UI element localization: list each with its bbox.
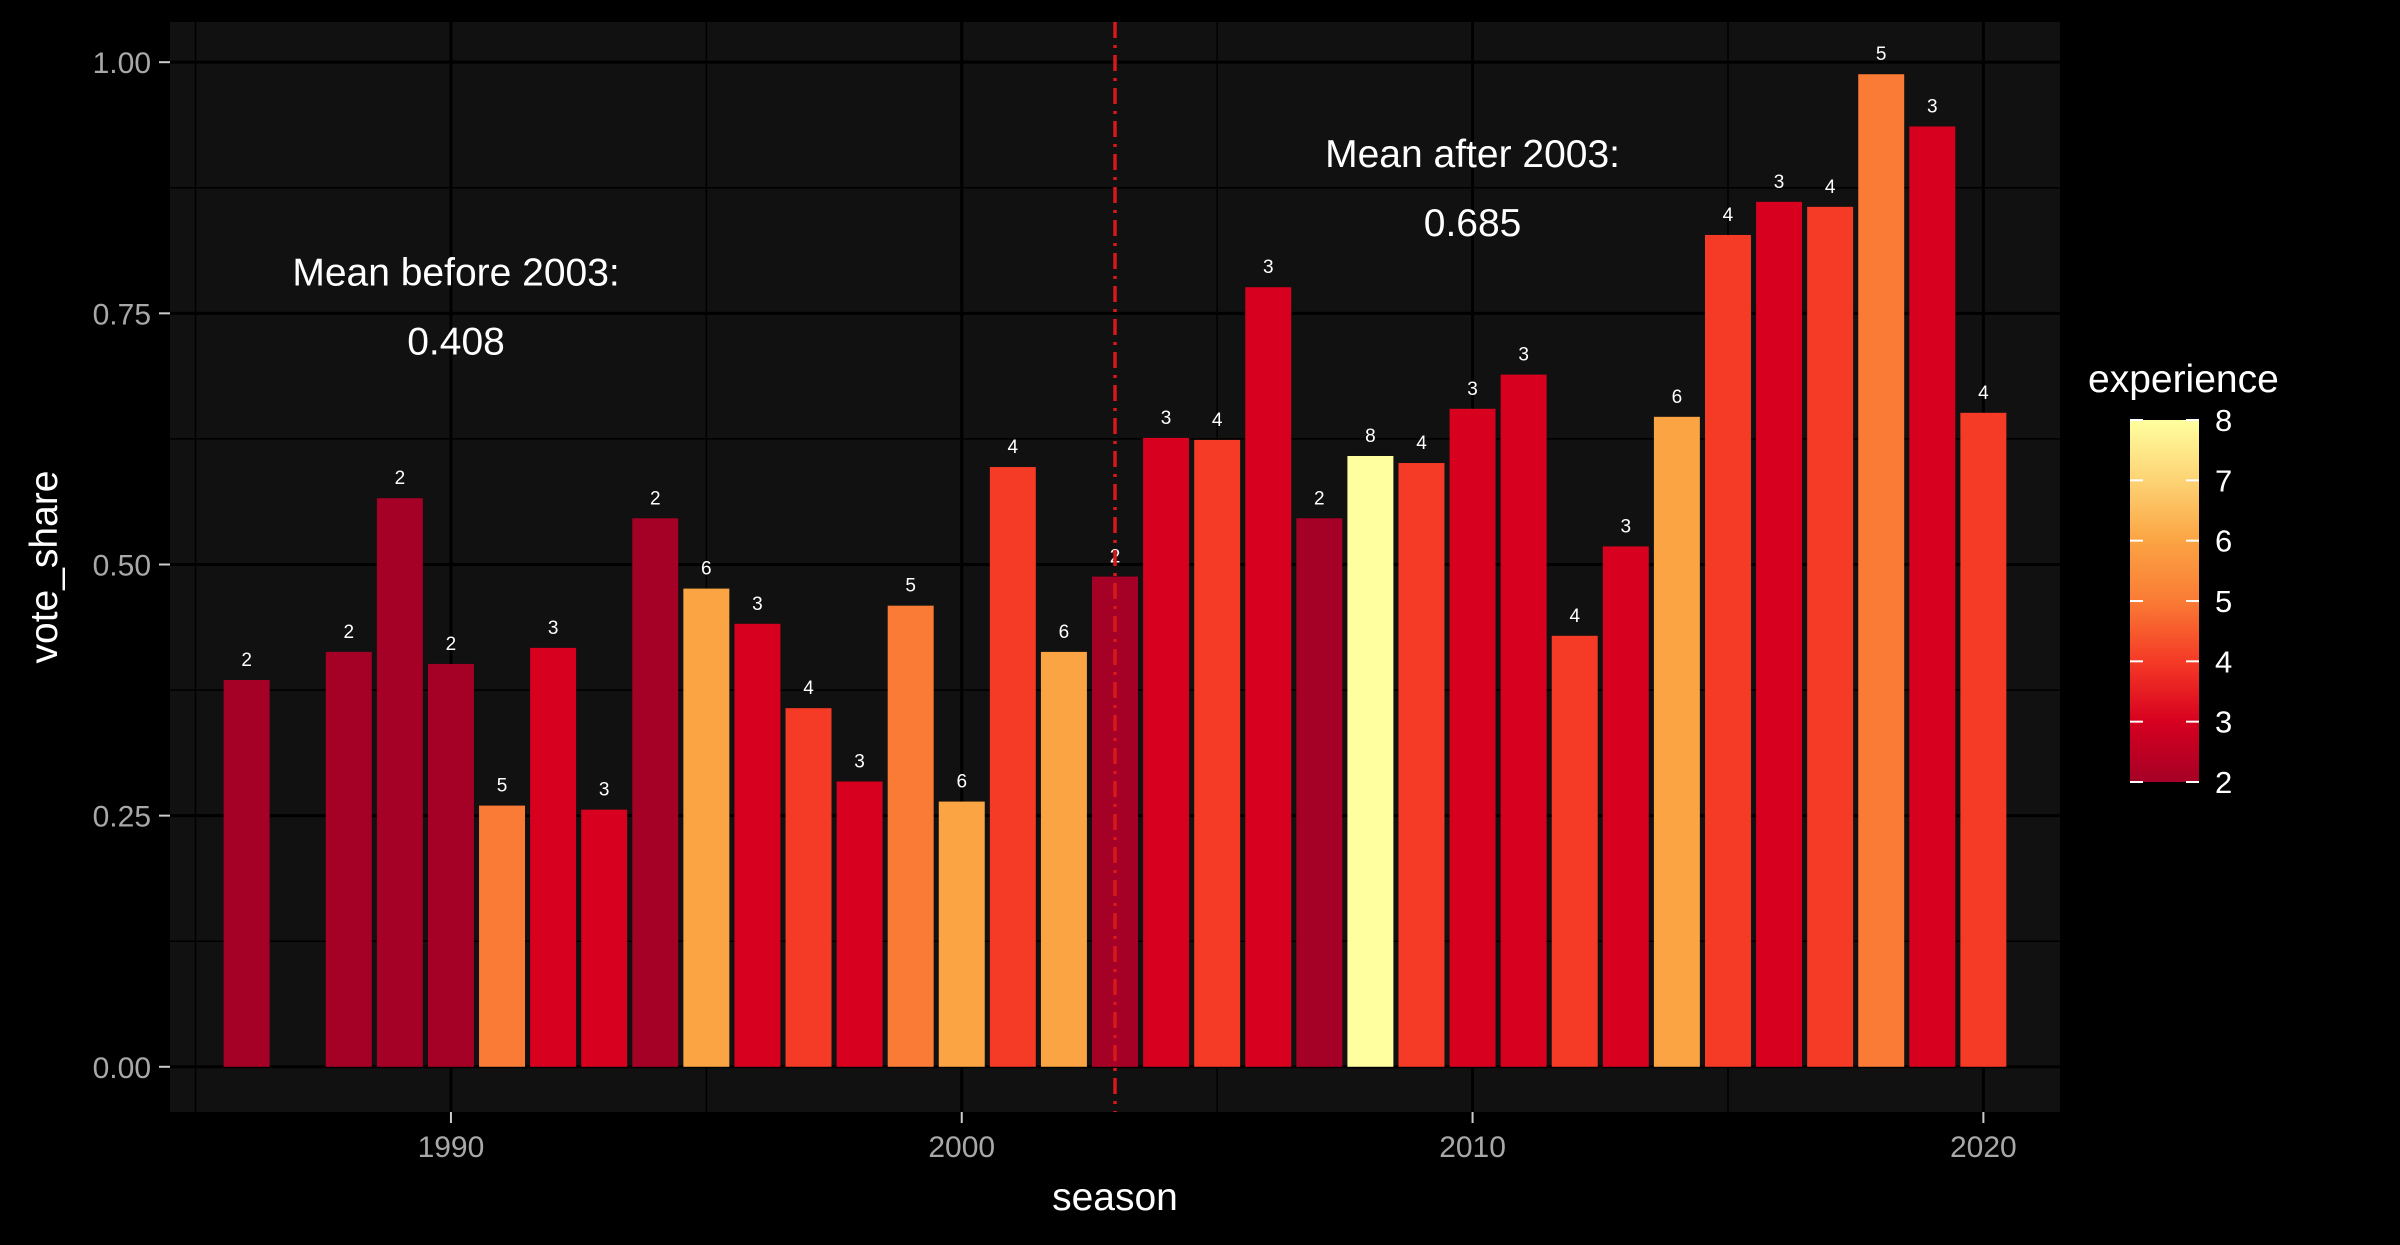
bar-label-1997: 4 bbox=[803, 678, 814, 699]
bar-1998 bbox=[836, 781, 883, 1067]
bar-label-1995: 6 bbox=[701, 559, 712, 580]
bar-label-2005: 4 bbox=[1212, 410, 1223, 431]
legend-tick-label: 3 bbox=[2215, 705, 2232, 740]
annotation-1-line2: 0.685 bbox=[1424, 202, 1522, 245]
y-tick-label: 0.75 bbox=[93, 298, 151, 331]
bar-2020 bbox=[1960, 412, 2007, 1067]
bar-label-2015: 4 bbox=[1723, 205, 1734, 226]
bar-2008 bbox=[1347, 455, 1394, 1067]
y-tick-label: 0.25 bbox=[93, 801, 151, 834]
bar-label-2014: 6 bbox=[1672, 387, 1683, 408]
bar-label-2009: 4 bbox=[1416, 433, 1427, 454]
bar-2012 bbox=[1551, 635, 1598, 1067]
bar-2000 bbox=[938, 801, 985, 1067]
legend-tick-label: 4 bbox=[2215, 644, 2232, 679]
bar-label-2018: 5 bbox=[1876, 44, 1887, 65]
y-axis-title: vote_share bbox=[23, 471, 66, 664]
legend-title: experience bbox=[2088, 358, 2279, 401]
bar-label-2016: 3 bbox=[1774, 172, 1785, 193]
bar-1990 bbox=[427, 663, 474, 1067]
bar-2014 bbox=[1653, 416, 1700, 1067]
bar-2011 bbox=[1500, 374, 1547, 1067]
bar-label-1989: 2 bbox=[395, 468, 406, 489]
x-axis: 1990 2000 2010 2020 bbox=[418, 1112, 2017, 1164]
bar-label-1986: 2 bbox=[241, 650, 252, 671]
annotations: Mean before 2003: 0.408 Mean after 2003: 0.… bbox=[292, 133, 1620, 364]
bar-2001 bbox=[989, 467, 1036, 1067]
bar-2005 bbox=[1194, 439, 1241, 1067]
bar-label-1988: 2 bbox=[343, 622, 354, 643]
bar-label-2020: 4 bbox=[1978, 383, 1989, 404]
bar-2013 bbox=[1602, 546, 1649, 1067]
bar-label-2001: 4 bbox=[1008, 437, 1019, 458]
bar-label-2007: 2 bbox=[1314, 488, 1325, 509]
legend-tick-label: 7 bbox=[2215, 463, 2232, 498]
bar-label-2012: 4 bbox=[1569, 606, 1580, 627]
bar-label-2006: 3 bbox=[1263, 257, 1274, 278]
bar-label-1993: 3 bbox=[599, 780, 610, 801]
bar-label-2008: 8 bbox=[1365, 426, 1376, 447]
bar-label-1990: 2 bbox=[446, 634, 457, 655]
bar-label-2000: 6 bbox=[956, 772, 967, 793]
bar-label-2010: 3 bbox=[1467, 379, 1478, 400]
bar-label-2017: 4 bbox=[1825, 177, 1836, 198]
legend-tick-label: 5 bbox=[2215, 584, 2232, 619]
x-axis-title: season bbox=[1052, 1176, 1178, 1219]
bar-1995 bbox=[683, 588, 730, 1067]
x-tick-label: 2020 bbox=[1950, 1131, 2017, 1164]
y-tick-label: 1.00 bbox=[93, 47, 151, 80]
bar-label-1996: 3 bbox=[752, 594, 763, 615]
bar-label-2004: 3 bbox=[1161, 408, 1172, 429]
bar-2010 bbox=[1449, 408, 1496, 1067]
bar-2006 bbox=[1245, 287, 1292, 1067]
bar-label-1992: 3 bbox=[548, 618, 559, 639]
x-tick-label: 1990 bbox=[418, 1131, 485, 1164]
bar-1994 bbox=[632, 518, 679, 1067]
bar-2009 bbox=[1398, 463, 1445, 1067]
legend-tick-label: 2 bbox=[2215, 765, 2232, 800]
bar-label-1991: 5 bbox=[497, 776, 508, 797]
bar-1999 bbox=[887, 605, 934, 1067]
bar-2004 bbox=[1143, 437, 1190, 1067]
annotation-0-line2: 0.408 bbox=[407, 320, 505, 363]
legend-ticks: 2 3 4 5 6 7 8 bbox=[2130, 403, 2232, 800]
y-tick-label: 0.00 bbox=[93, 1052, 151, 1085]
bar-1992 bbox=[530, 647, 577, 1067]
bar-2007 bbox=[1296, 518, 1343, 1067]
bar-1997 bbox=[785, 708, 832, 1067]
bar-1993 bbox=[581, 809, 628, 1067]
bar-2016 bbox=[1756, 201, 1803, 1067]
bar-2018 bbox=[1858, 74, 1905, 1067]
bar-2002 bbox=[1040, 651, 1087, 1067]
bar-1996 bbox=[734, 623, 781, 1067]
bar-1989 bbox=[376, 498, 423, 1067]
bar-label-2019: 3 bbox=[1927, 96, 1938, 117]
y-tick-label: 0.50 bbox=[93, 549, 151, 582]
bar-2017 bbox=[1807, 206, 1854, 1067]
legend-tick-label: 8 bbox=[2215, 403, 2232, 438]
annotation-1-line1: Mean after 2003: bbox=[1325, 133, 1620, 176]
bar-1988 bbox=[325, 651, 372, 1067]
bars bbox=[223, 74, 2007, 1067]
bar-value-labels: 2222533263435646234328433436434534 bbox=[241, 44, 1989, 800]
bar-label-2011: 3 bbox=[1518, 345, 1529, 366]
x-tick-label: 2010 bbox=[1439, 1131, 1506, 1164]
bar-label-1999: 5 bbox=[905, 576, 916, 597]
bar-label-1994: 2 bbox=[650, 488, 661, 509]
annotation-0-line1: Mean before 2003: bbox=[292, 251, 619, 294]
y-axis: 0.00 0.25 0.50 0.75 1.00 bbox=[93, 47, 170, 1085]
legend-tick-label: 6 bbox=[2215, 524, 2232, 559]
bar-label-2002: 6 bbox=[1059, 622, 1070, 643]
legend: experience 2 3 4 5 6 7 8 bbox=[2088, 358, 2279, 800]
bar-label-1998: 3 bbox=[854, 751, 865, 772]
bar-1986 bbox=[223, 680, 270, 1067]
bar-1991 bbox=[479, 805, 526, 1067]
bar-2019 bbox=[1909, 126, 1956, 1067]
bar-label-2013: 3 bbox=[1621, 516, 1632, 537]
bar-2015 bbox=[1704, 234, 1751, 1067]
x-tick-label: 2000 bbox=[928, 1131, 995, 1164]
